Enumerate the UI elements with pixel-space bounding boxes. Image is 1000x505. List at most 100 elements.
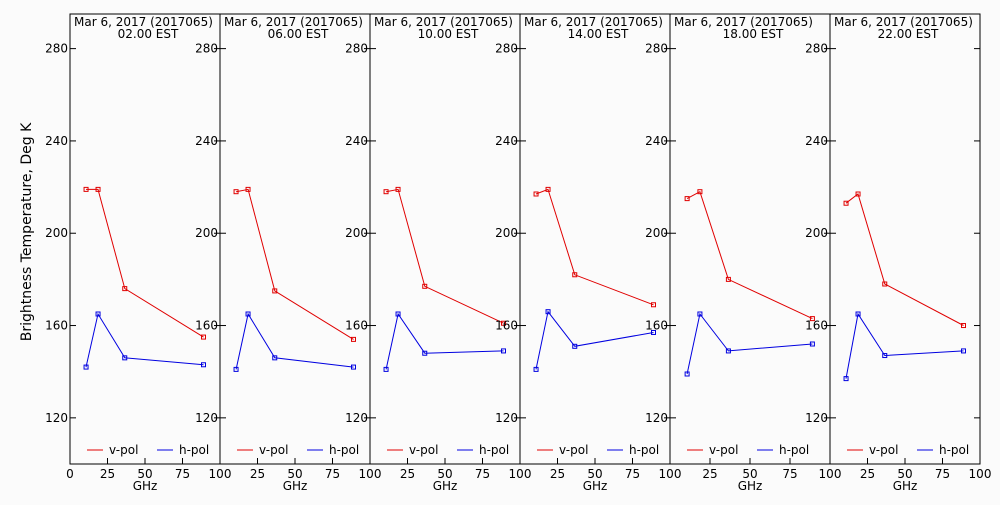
y-tick-label: 280 bbox=[495, 42, 518, 56]
y-tick-label: 280 bbox=[45, 42, 68, 56]
v-pol-point bbox=[572, 272, 578, 278]
y-tick-label: 120 bbox=[195, 411, 218, 425]
v-pol-line bbox=[535, 188, 654, 306]
v-pol-point bbox=[961, 323, 966, 329]
panel-title: Mar 6, 2017 (2017065) bbox=[834, 15, 973, 29]
h-pol-point bbox=[501, 348, 506, 354]
y-tick-label: 120 bbox=[45, 411, 68, 425]
y-tick-label: 120 bbox=[805, 411, 828, 425]
x-tick-label: 0 bbox=[66, 467, 74, 481]
panel-title: Mar 6, 2017 (2017065) bbox=[524, 15, 663, 29]
x-axis-title: GHz bbox=[283, 479, 308, 493]
h-pol-point bbox=[83, 364, 89, 370]
x-tick-label: 50 bbox=[437, 467, 452, 481]
y-tick-label: 200 bbox=[345, 226, 368, 240]
y-axis-title: Brightness Temperature, Deg K bbox=[19, 122, 35, 341]
y-tick-label: 280 bbox=[805, 42, 828, 56]
x-tick-label: 100 bbox=[819, 467, 842, 481]
v-pol-point bbox=[383, 189, 389, 195]
h-pol-point bbox=[725, 348, 731, 354]
h-pol-point bbox=[122, 355, 128, 361]
h-pol-point bbox=[201, 362, 206, 368]
y-tick-label: 240 bbox=[495, 134, 518, 148]
x-tick-label: 75 bbox=[175, 467, 190, 481]
panel-title: Mar 6, 2017 (2017065) bbox=[74, 15, 213, 29]
y-tick-label: 160 bbox=[495, 319, 518, 333]
x-axis-title: GHz bbox=[738, 479, 763, 493]
x-tick-label: 25 bbox=[100, 467, 115, 481]
v-pol-point bbox=[95, 186, 101, 192]
v-pol-line bbox=[686, 190, 813, 320]
v-pol-point bbox=[201, 334, 206, 340]
panel-3: Mar 6, 2017 (2017065)14.00 EST 120 160 200 2… bbox=[495, 13, 682, 493]
y-tick-label: 200 bbox=[495, 226, 518, 240]
h-pol-point bbox=[843, 376, 849, 382]
h-pol-point bbox=[533, 366, 539, 372]
h-pol-line bbox=[686, 312, 813, 375]
panel-4: Mar 6, 2017 (2017065)18.00 EST 120 160 200 2… bbox=[645, 13, 842, 493]
v-pol-point bbox=[83, 186, 89, 192]
y-tick-label: 240 bbox=[45, 134, 68, 148]
panel-title: Mar 6, 2017 (2017065) bbox=[224, 15, 363, 29]
h-pol-point bbox=[233, 366, 239, 372]
v-pol-point bbox=[684, 196, 690, 202]
v-pol-point bbox=[809, 316, 815, 322]
h-pol-line bbox=[85, 312, 204, 368]
y-tick-label: 280 bbox=[345, 42, 368, 56]
x-axis-title: GHz bbox=[433, 479, 458, 493]
v-pol-point bbox=[725, 276, 731, 282]
v-pol-point bbox=[245, 186, 251, 192]
v-pol-point bbox=[855, 191, 861, 197]
x-tick-label: 50 bbox=[287, 467, 302, 481]
panel-title: Mar 6, 2017 (2017065) bbox=[374, 15, 513, 29]
h-pol-line bbox=[235, 312, 354, 370]
legend-label: v-pol bbox=[559, 443, 588, 457]
y-tick-label: 240 bbox=[805, 134, 828, 148]
v-pol-point bbox=[545, 186, 551, 192]
x-tick-label: 100 bbox=[659, 467, 682, 481]
h-pol-point bbox=[882, 353, 888, 359]
v-pol-line bbox=[386, 188, 504, 324]
x-tick-label: 50 bbox=[137, 467, 152, 481]
x-tick-label: 100 bbox=[509, 467, 532, 481]
y-tick-label: 160 bbox=[45, 319, 68, 333]
x-tick-label: 75 bbox=[782, 467, 797, 481]
x-axis-title: GHz bbox=[583, 479, 608, 493]
x-axis-title: GHz bbox=[133, 479, 158, 493]
h-pol-point bbox=[697, 311, 703, 317]
legend-label: v-pol bbox=[109, 443, 138, 457]
h-pol-point bbox=[351, 364, 356, 370]
panel-5: Mar 6, 2017 (2017065)22.00 EST 120 160 200 2… bbox=[805, 13, 991, 493]
panel-subtitle: 10.00 EST bbox=[418, 27, 479, 41]
h-pol-point bbox=[95, 311, 101, 317]
v-pol-point bbox=[272, 288, 278, 294]
h-pol-point bbox=[855, 311, 861, 317]
x-tick-label: 50 bbox=[587, 467, 602, 481]
legend-label: h-pol bbox=[479, 443, 509, 457]
h-pol-line bbox=[535, 310, 654, 370]
x-tick-label: 25 bbox=[250, 467, 265, 481]
h-pol-point bbox=[245, 311, 251, 317]
v-pol-line bbox=[86, 188, 204, 338]
h-pol-point bbox=[422, 350, 428, 356]
x-axis-title: GHz bbox=[893, 479, 918, 493]
legend-label: h-pol bbox=[329, 443, 359, 457]
panel-subtitle: 06.00 EST bbox=[268, 27, 329, 41]
v-pol-point bbox=[843, 200, 849, 206]
v-pol-point bbox=[422, 283, 428, 289]
v-pol-point bbox=[395, 186, 401, 192]
legend-label: h-pol bbox=[779, 443, 809, 457]
h-pol-point bbox=[961, 348, 966, 354]
y-tick-label: 200 bbox=[195, 226, 218, 240]
h-pol-line bbox=[845, 312, 964, 379]
v-pol-point bbox=[122, 286, 128, 292]
h-pol-line bbox=[385, 312, 504, 370]
y-tick-label: 120 bbox=[345, 411, 368, 425]
x-tick-label: 50 bbox=[897, 467, 912, 481]
v-pol-point bbox=[882, 281, 888, 287]
panel-subtitle: 22.00 EST bbox=[878, 27, 939, 41]
v-pol-point bbox=[501, 320, 506, 326]
x-tick-label: 25 bbox=[860, 467, 875, 481]
legend-label: v-pol bbox=[259, 443, 288, 457]
panels: Mar 6, 2017 (2017065)02.00 EST1201602002… bbox=[45, 13, 991, 493]
